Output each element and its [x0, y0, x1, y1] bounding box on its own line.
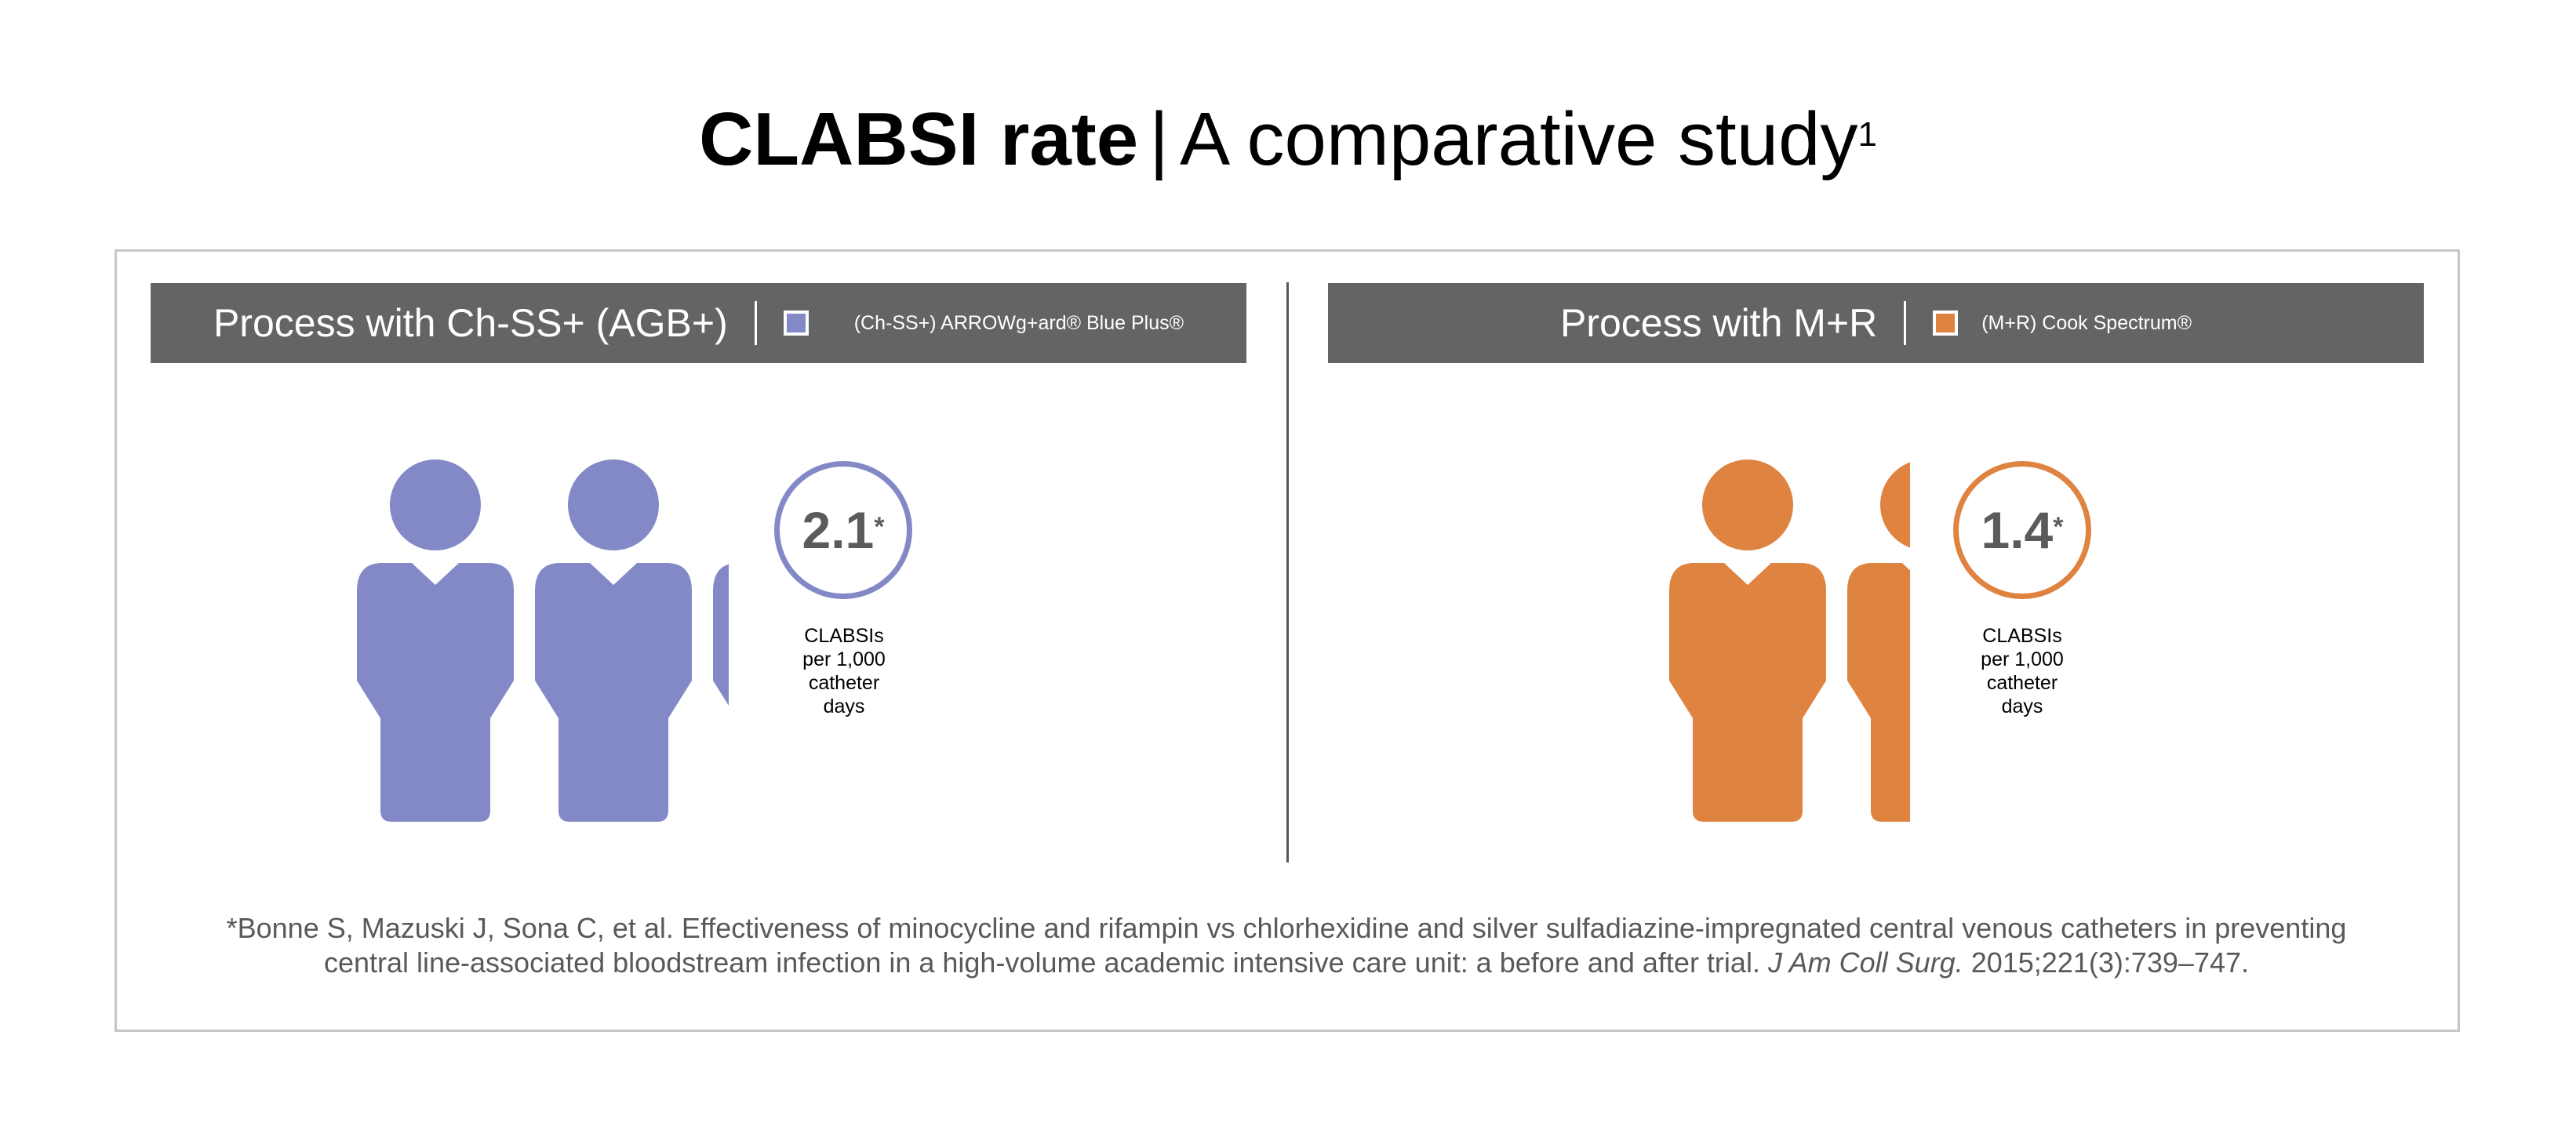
process-label-left: Process with Ch-SS+ (AGB+) [213, 301, 728, 345]
caption-line: catheter [1986, 672, 2058, 694]
value-caption-left: CLABSIs per 1,000 catheter days [766, 624, 922, 718]
title-separator: | [1149, 97, 1170, 181]
legend-label-left: (Ch-SS+) ARROWg+ard® Blue Plus® [853, 311, 1184, 334]
header-separator-left [754, 301, 757, 345]
legend-swatch-left [783, 311, 809, 336]
person-figure-head-right-1 [1702, 459, 1793, 550]
chart-frame [115, 249, 2460, 1032]
person-figure-head-right-2 [1880, 462, 1910, 548]
title-reference: 1 [1857, 115, 1877, 154]
legend-swatch-right [1933, 311, 1959, 336]
caption-line: days [823, 695, 865, 717]
value-asterisk-left: * [874, 511, 885, 542]
caption-line: per 1,000 [802, 648, 886, 670]
panel-header-left: Process with Ch-SS+ (AGB+) (Ch-SS+) ARRO… [151, 283, 1246, 363]
title-rest: A comparative study [1180, 97, 1858, 181]
value-label-right: 1.4 [1981, 501, 2054, 559]
panel-header-right: Process with M+R (M+R) Cook Spectrum® [1328, 283, 2424, 363]
person-figure-body-right-1 [1669, 563, 1826, 822]
person-figure-body-left-3 [713, 564, 729, 706]
caption-line: CLABSIs [804, 625, 884, 647]
value-badge-left: 2.1 * [774, 461, 912, 599]
person-figure-body-left-1 [357, 563, 514, 822]
pictogram-series-right [1669, 459, 1910, 822]
process-label-right: Process with M+R [1559, 301, 1878, 345]
footnote-line-2-text: central line-associated bloodstream infe… [323, 946, 1760, 979]
footnote-line-2: central line-associated bloodstream infe… [126, 946, 2447, 980]
caption-line: CLABSIs [1982, 625, 2062, 647]
footnote-journal: J Am Coll Surg. [1767, 946, 1963, 979]
value-label-left: 2.1 [802, 501, 875, 559]
pictogram-series-left [357, 459, 729, 822]
legend-label-right: (M+R) Cook Spectrum® [1981, 311, 2192, 334]
footnote-line-1: *Bonne S, Mazuski J, Sona C, et al. Effe… [226, 912, 2347, 944]
footnote: *Bonne S, Mazuski J, Sona C, et al. Effe… [126, 911, 2447, 980]
person-figure-head-left-2 [568, 459, 659, 550]
caption-line: days [2001, 695, 2043, 717]
person-figure-body-left-2 [535, 563, 692, 822]
person-figure-head-left-1 [390, 459, 481, 550]
footnote-citation: 2015;221(3):739–747. [1970, 946, 2250, 979]
panel-divider [1286, 282, 1289, 863]
header-separator-right [1904, 301, 1907, 345]
value-asterisk-right: * [2053, 511, 2064, 542]
caption-line: catheter [808, 672, 880, 694]
value-caption-right: CLABSIs per 1,000 catheter days [1944, 624, 2101, 718]
title-bold: CLABSI rate [699, 97, 1139, 181]
caption-line: per 1,000 [1981, 648, 2064, 670]
person-figure-body-right-2 [1847, 563, 1910, 822]
value-badge-right: 1.4 * [1953, 461, 2091, 599]
page-title: CLABSI rate | A comparative study1 [0, 93, 2576, 187]
